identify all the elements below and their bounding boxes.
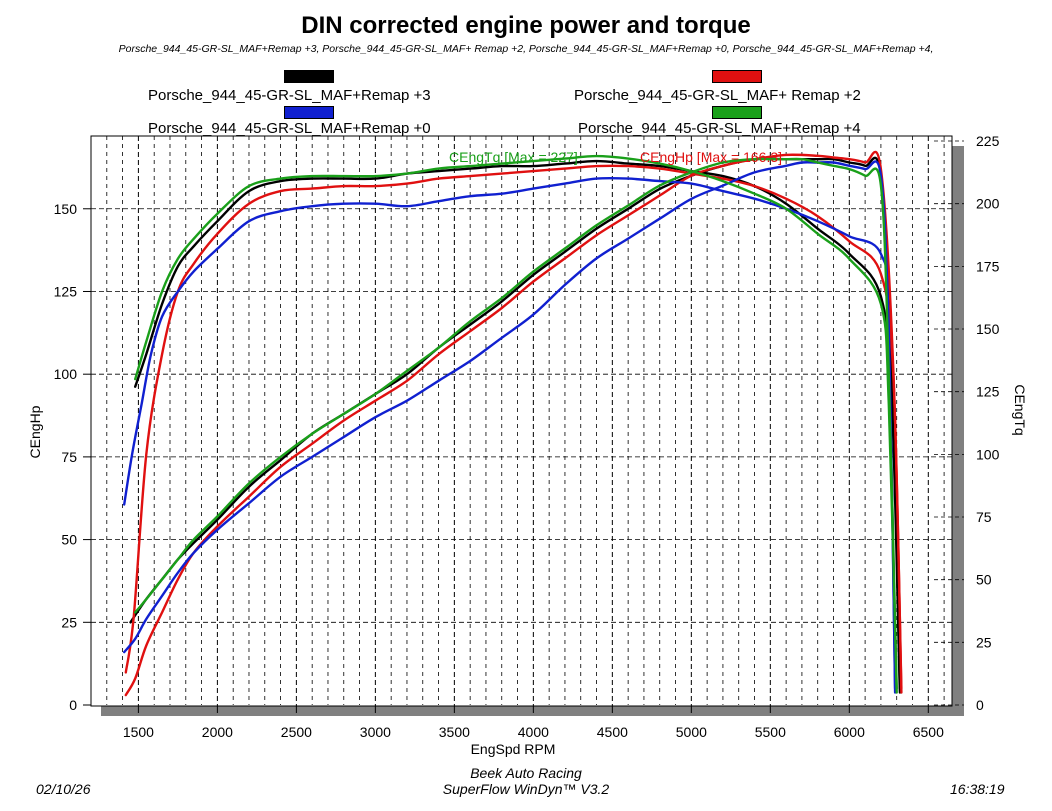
x-tick-label: 5000 bbox=[676, 724, 707, 740]
x-tick-label: 4000 bbox=[518, 724, 549, 740]
series-power-line-1 bbox=[124, 150, 903, 697]
y-axis-left-label: CEngHp bbox=[27, 405, 43, 458]
series-torque-line-0 bbox=[134, 159, 902, 694]
legend-swatch-remap-0 bbox=[284, 106, 334, 119]
legend-swatch-remap-4 bbox=[712, 106, 762, 119]
plot-area bbox=[90, 135, 953, 707]
legend-item-remap-0: Porsche_944_45-GR-SL_MAF+Remap +0 bbox=[0, 106, 526, 146]
legend-item-remap-4: Porsche_944_45-GR-SL_MAF+Remap +4 bbox=[526, 106, 1052, 146]
y-left-tick-label: 25 bbox=[61, 614, 77, 630]
x-tick-label: 3500 bbox=[439, 724, 470, 740]
chart-title: DIN corrected engine power and torque bbox=[301, 12, 751, 39]
x-tick-label: 3000 bbox=[360, 724, 391, 740]
legend-swatch-remap-2 bbox=[712, 70, 762, 83]
chart-subtitle: Porsche_944_45-GR-SL_MAF+Remap +3, Porsc… bbox=[118, 43, 934, 55]
x-tick-label: 2000 bbox=[202, 724, 233, 740]
y-right-tick-label: 100 bbox=[976, 446, 1000, 462]
x-tick-label: 5500 bbox=[755, 724, 786, 740]
x-tick-label: 6000 bbox=[834, 724, 865, 740]
footer-time: 16:38:19 bbox=[950, 781, 1005, 797]
legend-label-remap-2: Porsche_944_45-GR-SL_MAF+ Remap +2 bbox=[574, 87, 861, 104]
x-tick-label: 2500 bbox=[281, 724, 312, 740]
y-right-tick-label: 0 bbox=[976, 697, 984, 713]
y-right-tick-label: 200 bbox=[976, 196, 1000, 212]
y-right-tick-label: 50 bbox=[976, 572, 992, 588]
series-power-line-2 bbox=[123, 160, 897, 690]
axis-layer: 1500 2000 2500 3000 3500 4000 4500 5000 5500 6000… bbox=[54, 133, 1000, 740]
legend-label-remap-4: Porsche_944_45-GR-SL_MAF+Remap +4 bbox=[578, 120, 861, 137]
plot-shadow-right bbox=[952, 146, 964, 716]
footer-company: Beek Auto Racing bbox=[470, 765, 582, 781]
legend-label-remap-0: Porsche_944_45-GR-SL_MAF+Remap +0 bbox=[148, 120, 431, 137]
grid-layer bbox=[91, 136, 964, 706]
series-power-line-0 bbox=[129, 156, 902, 690]
legend-item-remap-3: Porsche_944_45-GR-SL_MAF+Remap +3 bbox=[0, 70, 526, 110]
annotation-power-max: CEngHp [Max = 166.3] bbox=[640, 149, 782, 165]
y-right-tick-label: 125 bbox=[976, 384, 1000, 400]
legend-swatch-remap-3 bbox=[284, 70, 334, 83]
y-left-tick-label: 0 bbox=[69, 697, 77, 713]
x-tick-label: 4500 bbox=[597, 724, 628, 740]
annotation-torque-max: CEngTq [Max = 227] bbox=[449, 149, 578, 165]
legend-item-remap-2: Porsche_944_45-GR-SL_MAF+ Remap +2 bbox=[526, 70, 1052, 110]
y-left-tick-label: 75 bbox=[61, 449, 77, 465]
plot-shadow-bottom bbox=[101, 704, 964, 716]
series-torque-line-3 bbox=[134, 154, 898, 694]
x-axis-label: EngSpd RPM bbox=[471, 741, 556, 757]
footer-software: SuperFlow WinDyn™ V3.2 bbox=[442, 781, 610, 797]
x-tick-label: 6500 bbox=[913, 724, 944, 740]
x-tick-label: 1500 bbox=[123, 724, 154, 740]
y-left-tick-label: 150 bbox=[54, 201, 78, 217]
y-left-tick-label: 100 bbox=[54, 366, 78, 382]
series-torque-line-1 bbox=[124, 164, 903, 694]
series-torque-line-2 bbox=[123, 176, 897, 694]
y-right-tick-label: 150 bbox=[976, 321, 1000, 337]
y-left-tick-label: 50 bbox=[61, 532, 77, 548]
y-right-tick-label: 75 bbox=[976, 509, 992, 525]
footer-date: 02/10/26 bbox=[36, 781, 91, 797]
y-axis-right-label: CEngTq bbox=[1012, 384, 1028, 435]
y-right-tick-label: 175 bbox=[976, 258, 1000, 274]
series-power-line-3 bbox=[134, 157, 898, 690]
legend-label-remap-3: Porsche_944_45-GR-SL_MAF+Remap +3 bbox=[148, 87, 431, 104]
y-left-tick-label: 125 bbox=[54, 283, 78, 299]
series-layer bbox=[123, 150, 903, 697]
y-right-tick-label: 25 bbox=[976, 634, 992, 650]
